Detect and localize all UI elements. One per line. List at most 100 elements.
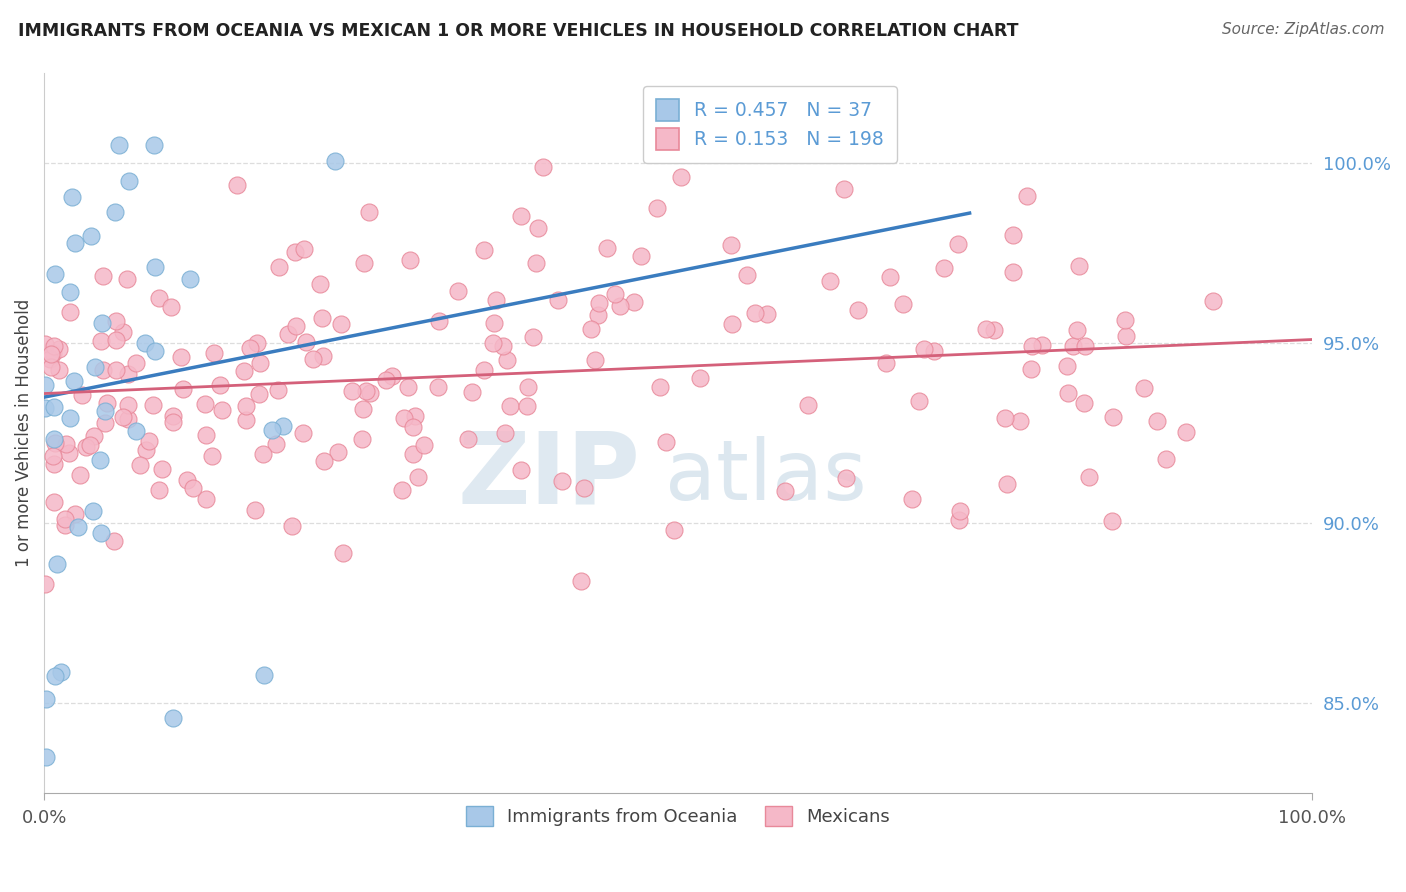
Mexicans [112,409,135,424]
Mexicans [997,476,1019,491]
Mexicans [499,399,522,413]
Immigrants from Oceania [35,692,58,706]
Mexicans [524,256,547,270]
Mexicans [117,412,139,426]
Mexicans [117,368,139,382]
Mexicans [572,481,595,495]
Mexicans [44,339,66,353]
Immigrants from Oceania [179,272,201,286]
Immigrants from Oceania [323,154,346,169]
Mexicans [609,299,631,313]
Mexicans [406,470,429,484]
Mexicans [496,352,519,367]
Mexicans [330,317,353,331]
Mexicans [53,512,76,526]
Mexicans [664,523,686,537]
Mexicans [332,546,354,560]
Mexicans [588,296,610,310]
Mexicans [284,245,307,260]
Immigrants from Oceania [42,432,65,446]
Mexicans [225,178,247,192]
Mexicans [1067,259,1090,273]
Mexicans [42,494,65,508]
Mexicans [277,327,299,342]
Mexicans [105,363,128,377]
Mexicans [879,269,901,284]
Mexicans [142,398,165,412]
Immigrants from Oceania [90,525,112,540]
Mexicans [1102,410,1125,425]
Mexicans [79,438,101,452]
Mexicans [1066,324,1088,338]
Mexicans [302,351,325,366]
Mexicans [353,256,375,270]
Mexicans [42,458,65,472]
Immigrants from Oceania [42,400,65,414]
Mexicans [908,393,931,408]
Immigrants from Oceania [118,174,141,188]
Mexicans [472,244,495,258]
Immigrants from Oceania [104,205,127,219]
Mexicans [472,363,495,377]
Mexicans [285,319,308,334]
Mexicans [596,241,619,255]
Mexicans [105,333,128,347]
Mexicans [172,382,194,396]
Mexicans [39,352,62,367]
Mexicans [350,432,373,446]
Mexicans [1156,452,1178,467]
Mexicans [974,322,997,336]
Mexicans [252,447,274,461]
Mexicans [291,425,314,440]
Mexicans [55,437,77,451]
Mexicans [720,237,742,252]
Mexicans [457,432,479,446]
Mexicans [58,446,80,460]
Mexicans [48,342,70,356]
Immigrants from Oceania [143,343,166,358]
Mexicans [1146,415,1168,429]
Mexicans [246,335,269,350]
Mexicans [482,336,505,351]
Mexicans [34,577,56,591]
Mexicans [648,380,671,394]
Mexicans [209,378,232,392]
Mexicans [194,491,217,506]
Mexicans [983,323,1005,337]
Mexicans [138,434,160,448]
Mexicans [1077,469,1099,483]
Immigrants from Oceania [80,229,103,244]
Mexicans [571,574,593,589]
Mexicans [235,399,257,413]
Immigrants from Oceania [91,316,114,330]
Mexicans [1202,293,1225,308]
Mexicans [891,297,914,311]
Immigrants from Oceania [46,558,69,572]
Mexicans [308,277,330,292]
Immigrants from Oceania [107,138,129,153]
Mexicans [949,504,972,518]
Mexicans [162,415,184,429]
Immigrants from Oceania [63,374,86,388]
Mexicans [645,201,668,215]
Mexicans [281,519,304,533]
Mexicans [846,303,869,318]
Mexicans [721,317,744,331]
Mexicans [756,307,779,321]
Mexicans [357,204,380,219]
Mexicans [201,449,224,463]
Immigrants from Oceania [44,669,66,683]
Mexicans [583,353,606,368]
Mexicans [267,260,290,275]
Mexicans [835,471,858,485]
Mexicans [352,401,374,416]
Immigrants from Oceania [83,359,105,374]
Mexicans [922,344,945,359]
Immigrants from Oceania [63,235,86,250]
Mexicans [311,350,333,364]
Mexicans [527,220,550,235]
Mexicans [522,329,544,343]
Mexicans [671,169,693,184]
Mexicans [292,242,315,256]
Mexicans [115,272,138,286]
